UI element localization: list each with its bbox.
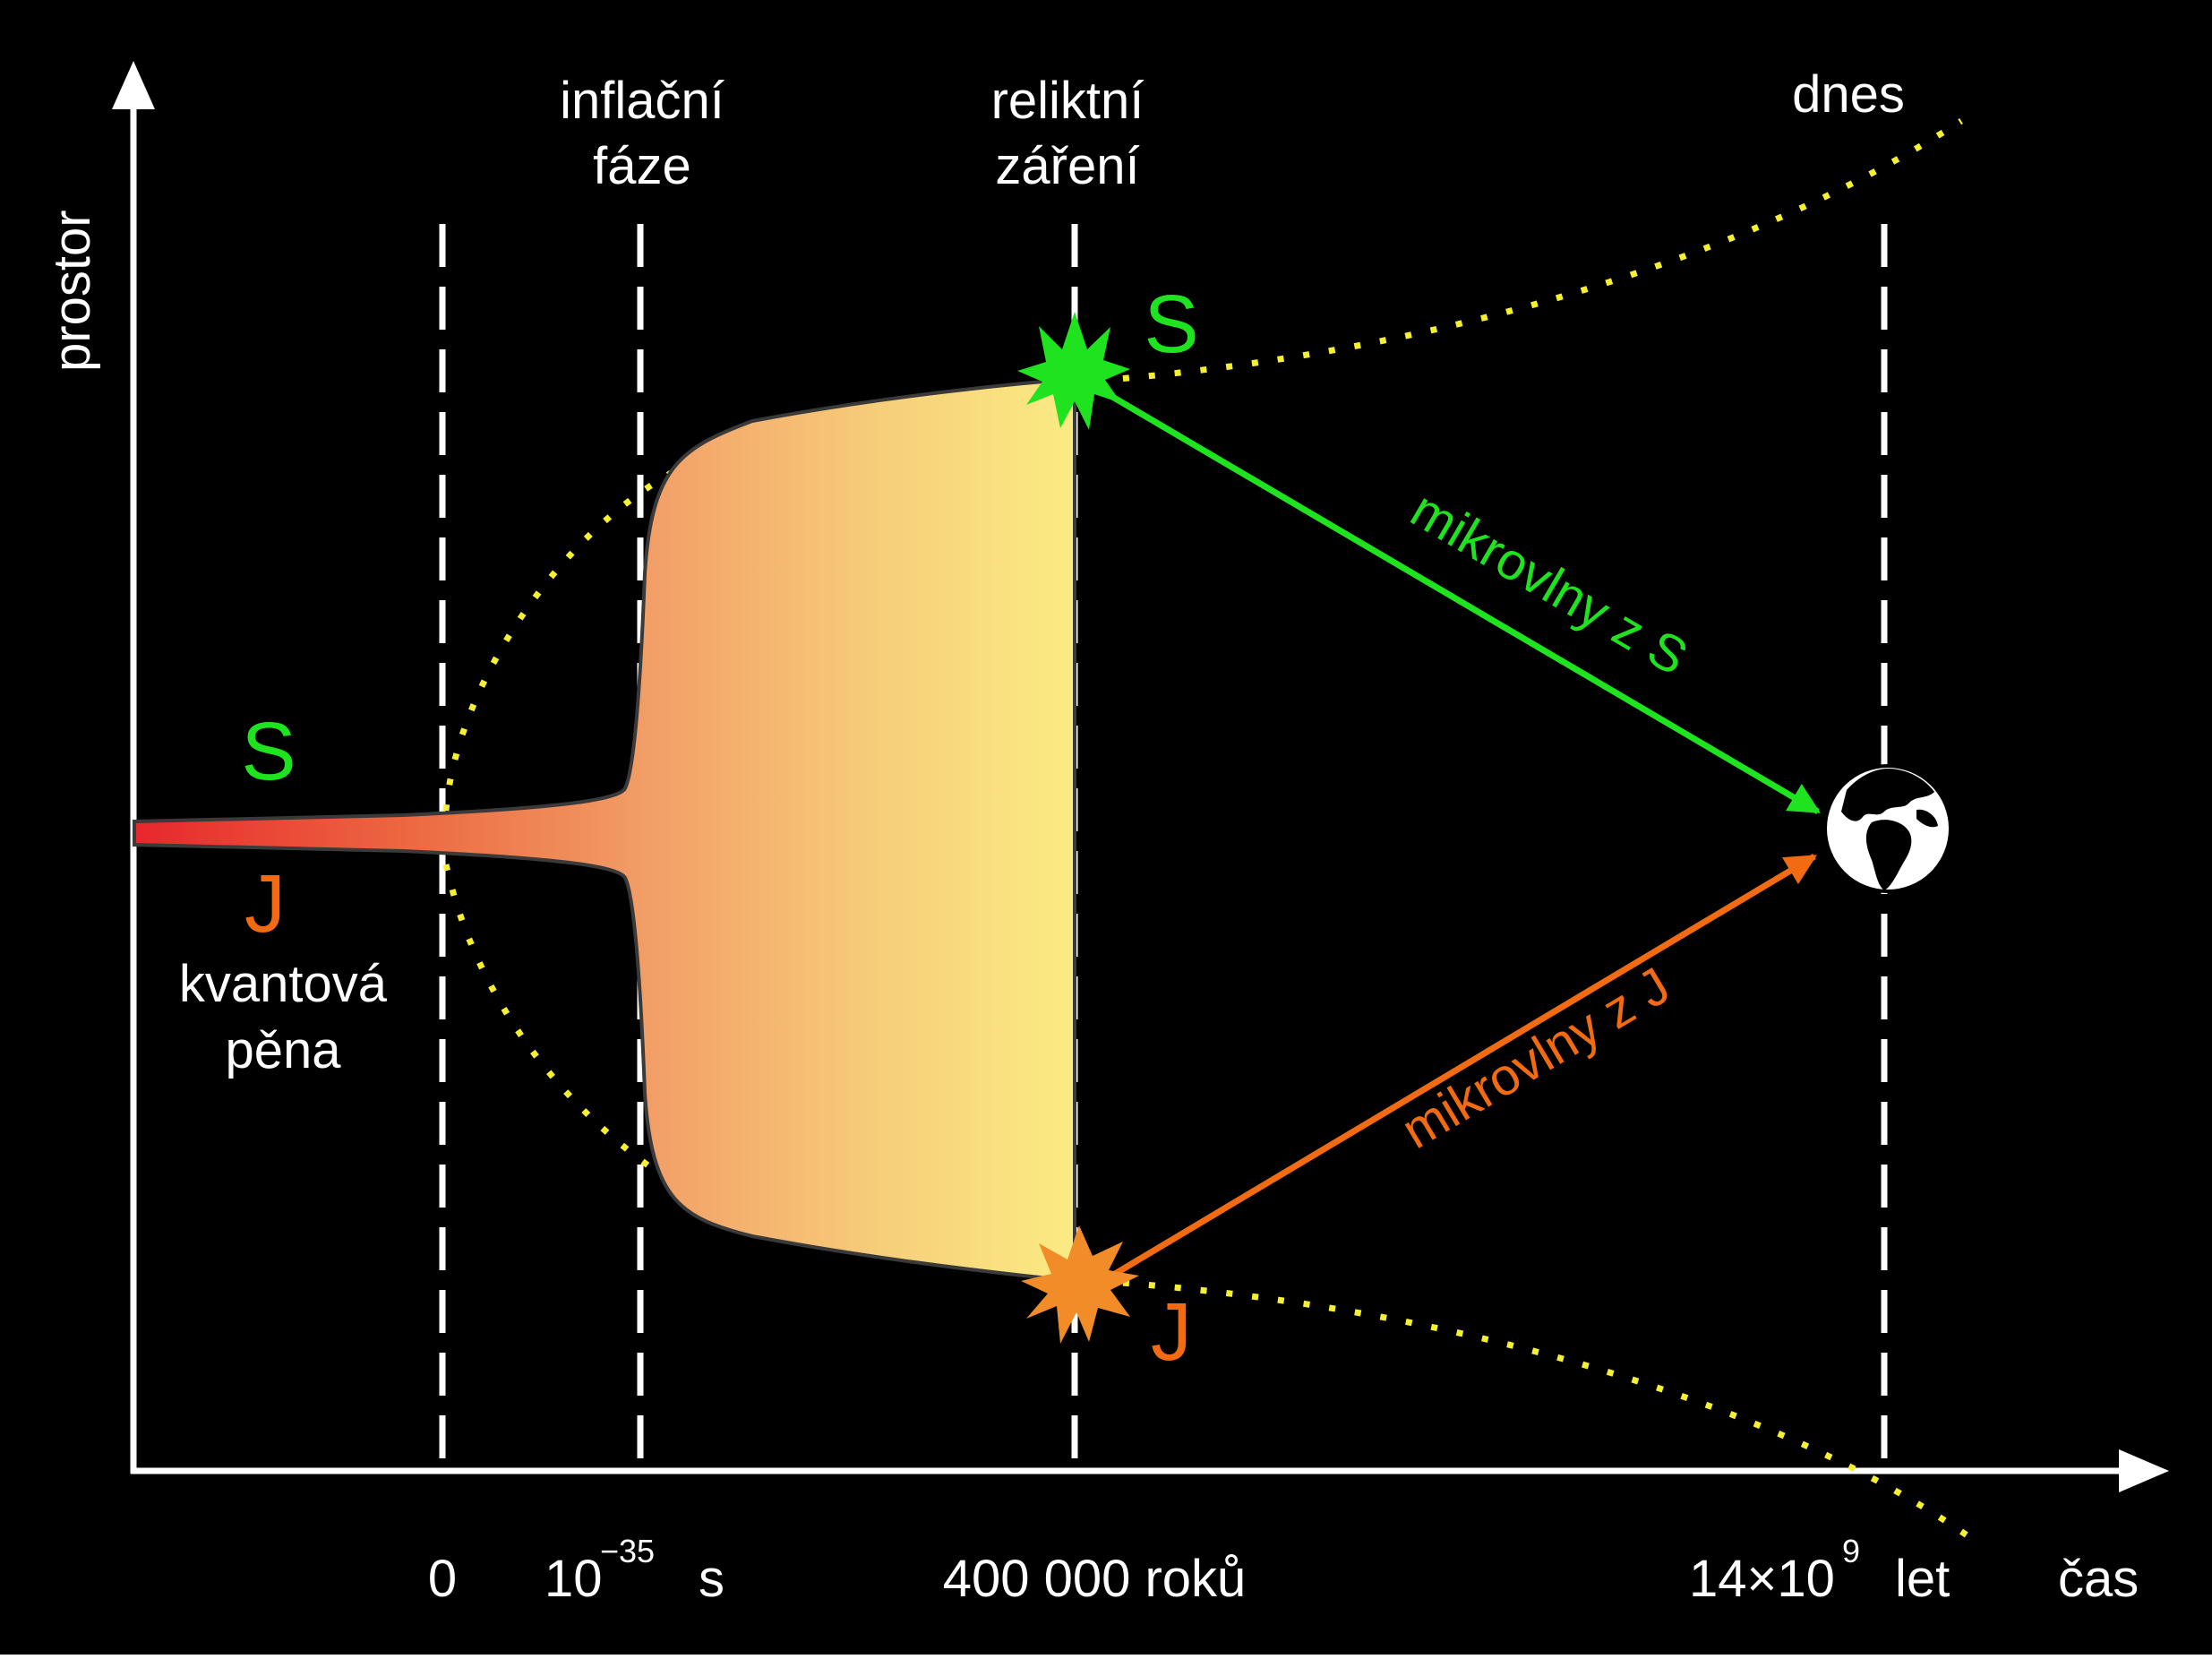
earth-icon [1823, 754, 1952, 893]
tick-zero: 0 [428, 1550, 457, 1608]
y-axis-arrowhead [112, 61, 155, 109]
horizon-lower-late [1096, 1277, 1977, 1543]
horizon-lower-early [442, 864, 727, 1217]
tick-today-exp: 9 [1842, 1533, 1860, 1569]
inflation-label-line2: fáze [593, 137, 691, 195]
foam-label-line1: kvantová [179, 955, 388, 1013]
north-label-late: S [1144, 279, 1198, 370]
south-burst [1021, 1225, 1139, 1344]
horizon-curves [442, 118, 1977, 1543]
today-label: dnes [1792, 65, 1905, 124]
y-axis-label: prostor [43, 210, 101, 372]
axes [112, 61, 2169, 1492]
north-label-early: S [241, 706, 296, 797]
tick-recombination: 400 000 roků [943, 1550, 1247, 1608]
tick-today-unit: let [1895, 1550, 1950, 1608]
south-label-early: J [244, 858, 286, 950]
tick-planck-unit: s [699, 1550, 724, 1608]
horizon-upper-early [442, 444, 727, 812]
microwave-arrow-south [1109, 853, 1818, 1280]
relic-label-line1: reliktní [991, 72, 1145, 130]
microwave-arrow-north [1102, 388, 1822, 815]
north-burst [1017, 312, 1130, 430]
x-axis-label: čas [2058, 1550, 2139, 1608]
tick-planck-exp: −35 [600, 1533, 655, 1569]
south-label-late: J [1151, 1286, 1192, 1378]
tick-today-base: 14×10 [1689, 1550, 1835, 1608]
foam-label-line2: pěna [225, 1021, 341, 1079]
inflation-label-line1: inflační [560, 72, 724, 130]
x-axis-arrowhead [2119, 1449, 2169, 1492]
tick-planck-base: 10 [544, 1550, 603, 1608]
relic-label-line2: záření [995, 137, 1139, 195]
